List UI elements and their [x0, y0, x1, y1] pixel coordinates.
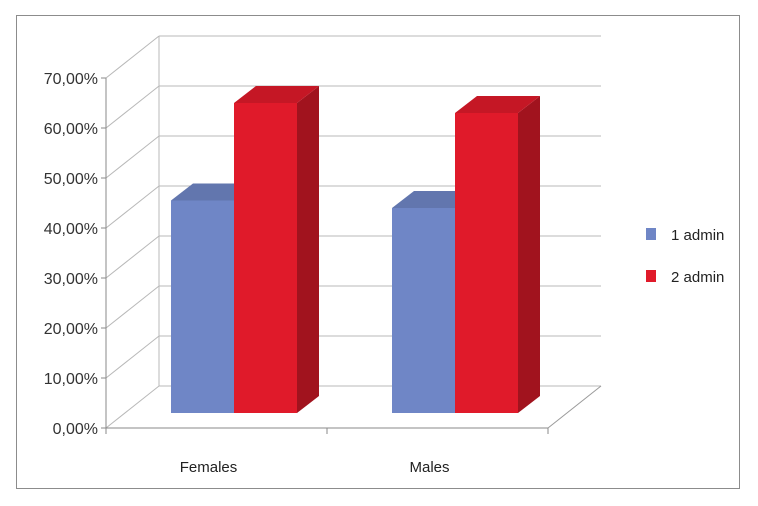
category-label: Females: [180, 459, 238, 476]
bar-front-face: [392, 208, 455, 413]
y-tick-label: 10,00%: [44, 371, 98, 388]
legend-label: 1 admin: [671, 227, 724, 244]
y-tick-label: 70,00%: [44, 71, 98, 88]
gridline-side: [105, 135, 160, 179]
gridline-side: [105, 385, 160, 429]
bar-front-face: [234, 103, 297, 413]
floor-right-edge: [547, 385, 602, 429]
y-tick-label: 30,00%: [44, 271, 98, 288]
category-labels: Females Males: [180, 459, 450, 476]
gridline-side: [105, 235, 160, 279]
y-tick-label: 0,00%: [53, 421, 98, 438]
bars: [171, 86, 540, 413]
bar-side-face: [518, 96, 540, 413]
legend-item: 1 admin: [646, 227, 724, 244]
bar-males-2: [455, 96, 540, 413]
legend-label: 2 admin: [671, 269, 724, 286]
bar-top-face: [455, 96, 540, 113]
y-tick-label: 60,00%: [44, 121, 98, 138]
legend-item: 2 admin: [646, 269, 724, 286]
y-axis-ticks: 0,00% 10,00% 20,00% 30,00% 40,00% 50,00% 60,00…: [44, 71, 549, 438]
y-tick-label: 50,00%: [44, 171, 98, 188]
bar-side-face: [297, 86, 319, 413]
legend-swatch: [646, 228, 656, 240]
chart-frame: [16, 15, 740, 489]
bar-top-face: [234, 86, 319, 103]
legend: 1 admin 2 admin: [646, 227, 724, 286]
bar-females-2: [234, 86, 319, 413]
y-tick-label: 40,00%: [44, 221, 98, 238]
gridline-side: [105, 85, 160, 129]
bar-front-face: [171, 200, 234, 413]
y-tick-label: 20,00%: [44, 321, 98, 338]
gridline-side: [105, 35, 160, 79]
gridline-side: [105, 285, 160, 329]
legend-swatch: [646, 270, 656, 282]
bar-front-face: [455, 113, 518, 413]
gridline-side: [105, 335, 160, 379]
gridline-side: [105, 185, 160, 229]
category-label: Males: [409, 459, 449, 476]
